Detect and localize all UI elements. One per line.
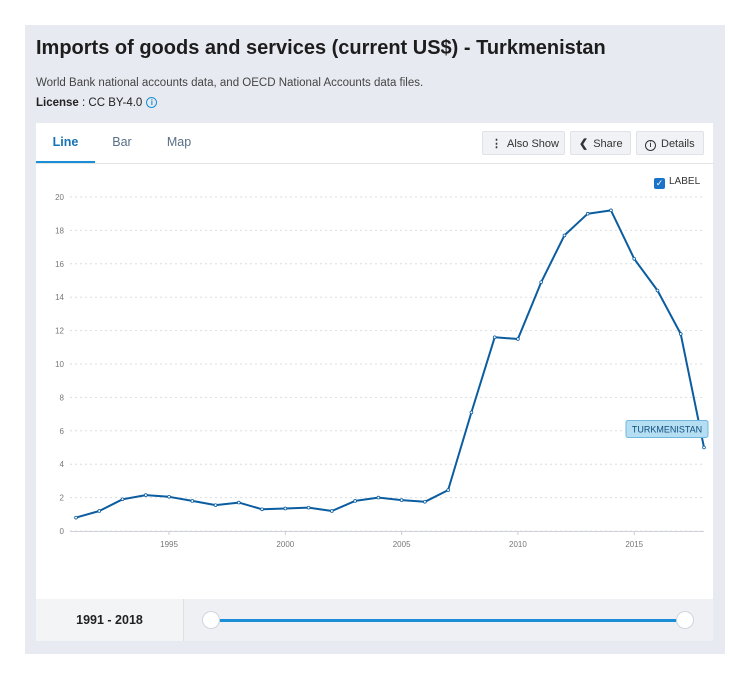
data-point	[353, 499, 357, 503]
chart-panel: Line Bar Map ⋮ Also Show ❮ Share i Details …	[36, 123, 713, 599]
checkbox-icon[interactable]: ✓	[654, 178, 665, 189]
data-point	[260, 507, 264, 512]
series-line-turkmenistan	[75, 209, 705, 519]
x-tick-label: 2015	[625, 540, 643, 549]
view-tabs: Line Bar Map ⋮ Also Show ❮ Share i Details	[36, 123, 713, 164]
data-point	[423, 499, 427, 504]
line-chart: 0 2 4 6 8 10 12 14 16 18 20 1995 2000 2005 2010 2015 TUR…	[55, 193, 709, 549]
info-circle-icon: i	[645, 140, 656, 151]
x-tick-label: 1995	[160, 540, 178, 549]
data-point	[446, 488, 450, 492]
license-value: : CC BY-4.0	[78, 97, 143, 109]
data-point	[562, 233, 567, 238]
data-point	[283, 506, 288, 511]
x-tick-label: 2000	[276, 540, 294, 549]
x-tick-label: 2010	[509, 540, 527, 549]
time-range-bar: 1991 - 2018	[36, 599, 713, 641]
y-tick-label: 12	[55, 327, 64, 336]
data-point	[237, 500, 241, 505]
range-label: 1991 - 2018	[36, 599, 184, 641]
data-point	[399, 498, 404, 502]
share-icon: ❮	[579, 138, 589, 150]
data-point	[702, 445, 706, 450]
tab-line[interactable]: Line	[36, 123, 95, 163]
data-point	[678, 332, 683, 336]
license-label: License	[36, 97, 79, 109]
page-title: Imports of goods and services (current U…	[36, 37, 606, 59]
y-tick-label: 18	[55, 226, 64, 235]
data-point	[213, 503, 218, 507]
license: License : CC BY-4.0 i	[36, 97, 158, 109]
data-point	[306, 505, 311, 510]
data-point	[469, 410, 474, 415]
data-point	[655, 288, 660, 293]
share-label: Share	[593, 138, 623, 150]
data-point	[97, 509, 102, 513]
info-icon[interactable]: i	[146, 97, 158, 108]
data-point	[609, 208, 613, 213]
data-source: World Bank national accounts data, and O…	[36, 77, 424, 89]
data-point	[585, 211, 590, 216]
label-toggle[interactable]: ✓ LABEL	[654, 176, 700, 189]
y-tick-label: 4	[60, 460, 65, 469]
y-tick-label: 20	[55, 193, 64, 202]
series-label-badge	[625, 420, 709, 438]
data-point	[632, 256, 637, 261]
data-point	[539, 280, 543, 284]
data-point	[330, 509, 334, 513]
y-tick-label: 0	[60, 527, 65, 536]
share-button[interactable]: ❮ Share	[570, 131, 631, 155]
data-point	[516, 337, 520, 341]
x-tick-label: 2005	[393, 540, 411, 549]
data-point	[167, 494, 171, 499]
more-vertical-icon: ⋮	[491, 138, 502, 150]
data-point	[492, 335, 497, 340]
y-tick-label: 16	[55, 260, 64, 269]
y-tick-label: 8	[60, 393, 65, 402]
also-show-label: Also Show	[507, 138, 559, 150]
tab-map[interactable]: Map	[166, 135, 192, 149]
y-tick-label: 14	[55, 293, 64, 302]
label-toggle-text: LABEL	[669, 176, 701, 187]
data-point	[376, 495, 381, 500]
also-show-button[interactable]: ⋮ Also Show	[482, 131, 565, 155]
range-slider-track[interactable]	[219, 619, 689, 622]
y-tick-label: 6	[60, 427, 65, 436]
data-point	[190, 499, 195, 503]
range-slider-start-handle[interactable]	[202, 611, 220, 629]
data-point	[74, 515, 78, 520]
y-tick-label: 10	[55, 360, 64, 369]
range-slider-end-handle[interactable]	[676, 611, 694, 629]
data-point	[143, 493, 148, 497]
details-button[interactable]: i Details	[636, 131, 704, 155]
series-label-text: TURKMENISTAN	[632, 425, 702, 435]
chart-card: Imports of goods and services (current U…	[25, 25, 725, 654]
tab-bar[interactable]: Bar	[112, 135, 132, 149]
details-label: Details	[661, 138, 695, 150]
y-tick-label: 2	[60, 494, 65, 503]
data-point	[120, 497, 125, 502]
